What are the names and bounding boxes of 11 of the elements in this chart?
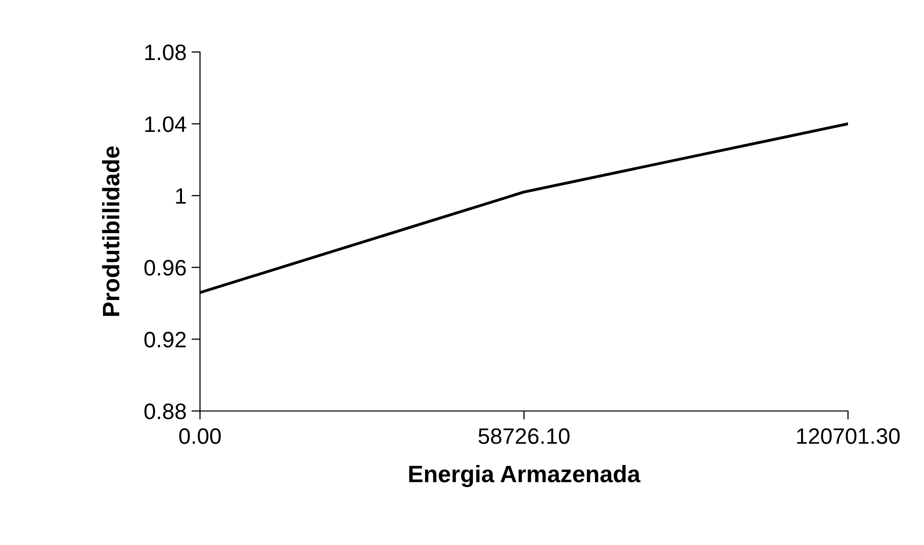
x-axis-title: Energia Armazenada — [409, 465, 640, 488]
x-tick-label: 0.00 — [179, 428, 221, 444]
y-tick-label: 0.92 — [144, 332, 186, 348]
y-tick-label: 1.04 — [145, 116, 186, 132]
x-tick-label: 58726.10 — [478, 428, 570, 444]
y-tick-label: 0.88 — [144, 404, 186, 420]
y-tick-label: 1 — [176, 188, 186, 204]
y-tick-label: 1.08 — [145, 44, 186, 60]
x-tick-label: 120701.30 — [797, 428, 900, 444]
y-tick-label: 0.96 — [144, 260, 186, 276]
y-axis-title: Produtibilidade — [102, 146, 120, 316]
